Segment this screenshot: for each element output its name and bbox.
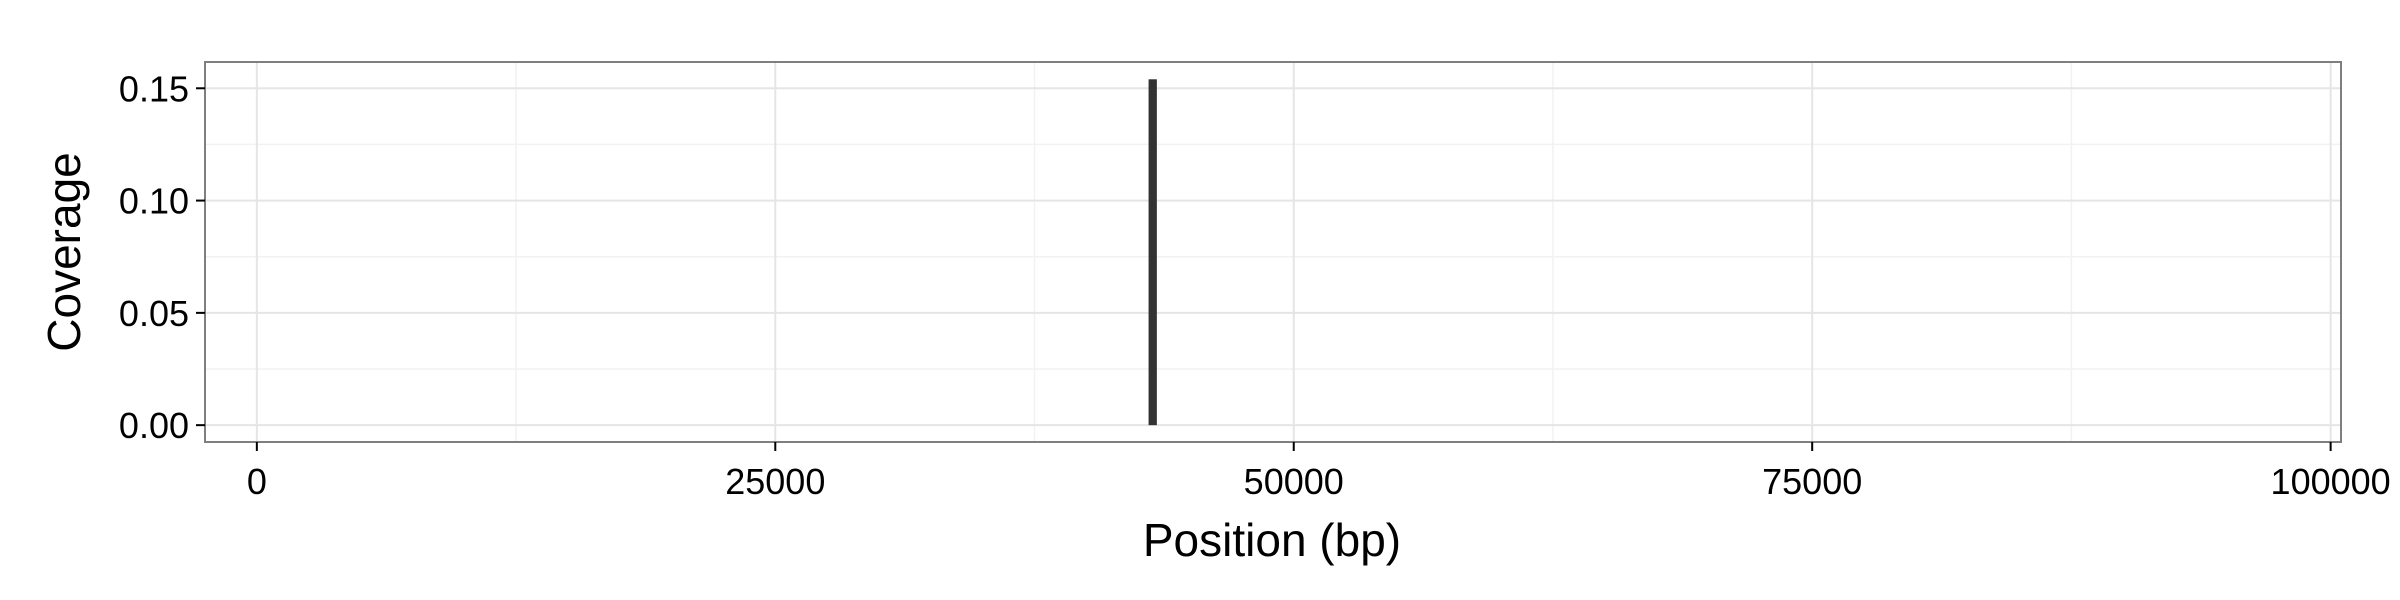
y-axis-title: Coverage	[38, 152, 90, 351]
x-tick-label: 0	[247, 461, 267, 502]
x-tick-label: 75000	[1762, 461, 1862, 502]
x-tick-label: 100000	[2271, 461, 2391, 502]
major-gridlines	[205, 62, 2341, 442]
y-axis-ticks: 0.00 0.05 0.10 0.15	[119, 68, 205, 446]
minor-gridlines	[205, 62, 2341, 442]
coverage-bar	[1148, 79, 1157, 426]
y-tick-label: 0.10	[119, 181, 189, 222]
x-axis-ticks: 0 25000 50000 75000 100000	[247, 442, 2391, 502]
plot-panel-border	[204, 61, 2342, 443]
y-tick-label: 0.15	[119, 68, 189, 109]
x-tick-label: 50000	[1244, 461, 1344, 502]
x-axis-title: Position (bp)	[1143, 514, 1401, 566]
x-tick-label: 25000	[725, 461, 825, 502]
coverage-bars	[1148, 79, 1157, 426]
y-tick-label: 0.05	[119, 293, 189, 334]
y-tick-label: 0.00	[119, 405, 189, 446]
